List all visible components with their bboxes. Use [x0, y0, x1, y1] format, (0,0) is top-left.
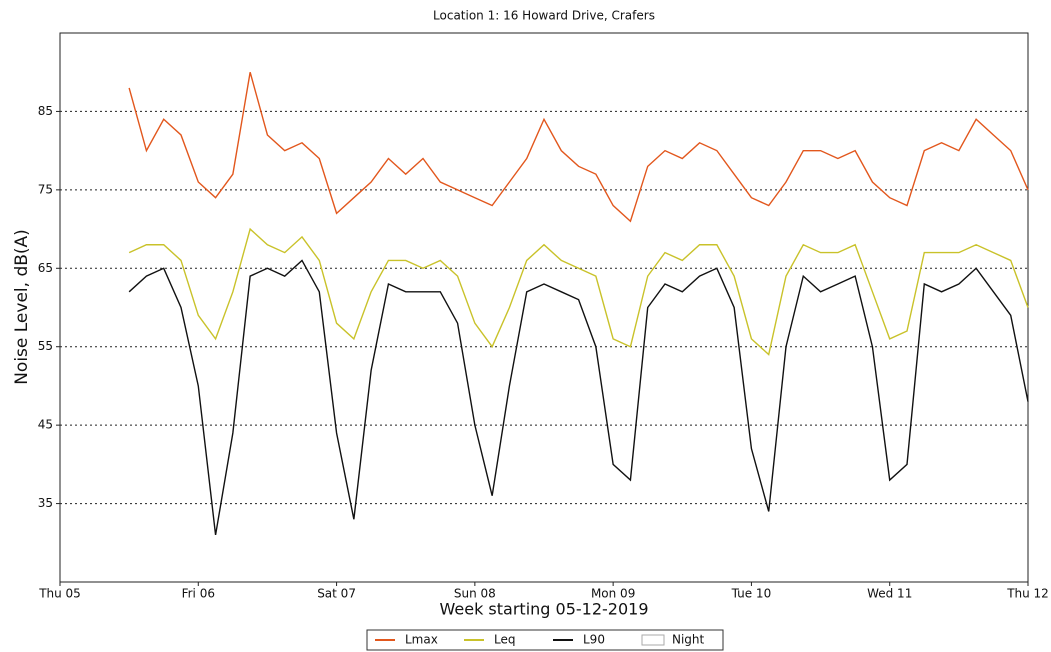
legend-label: Night	[672, 633, 705, 647]
legend-label: Leq	[494, 633, 515, 647]
chart-title: Location 1: 16 Howard Drive, Crafers	[433, 9, 655, 23]
y-tick-label: 45	[38, 418, 53, 432]
x-tick-label: Wed 11	[867, 587, 912, 601]
y-axis-label: Noise Level, dB(A)	[12, 229, 32, 385]
legend-label: L90	[583, 633, 605, 647]
y-tick-label: 65	[38, 261, 53, 275]
series-line	[128, 259, 1029, 536]
series-line	[128, 227, 1029, 356]
y-tick-label: 85	[38, 104, 53, 118]
series-line	[128, 72, 1029, 223]
x-tick-label: Tue 10	[731, 587, 772, 601]
legend-label: Lmax	[405, 633, 438, 647]
plot-area	[59, 32, 1029, 583]
x-tick-label: Fri 06	[182, 587, 215, 601]
y-tick-label: 75	[38, 182, 53, 196]
x-tick-label: Mon 09	[591, 587, 635, 601]
x-tick-label: Thu 12	[1006, 587, 1049, 601]
legend-box	[366, 629, 724, 651]
x-tick-label: Sat 07	[317, 587, 356, 601]
x-tick-label: Sun 08	[454, 587, 496, 601]
x-axis-label: Week starting 05-12-2019	[440, 600, 649, 619]
legend-swatch	[641, 634, 665, 646]
y-tick-label: 55	[38, 339, 53, 353]
x-tick-label: Thu 05	[38, 587, 81, 601]
y-tick-label: 35	[38, 496, 53, 510]
